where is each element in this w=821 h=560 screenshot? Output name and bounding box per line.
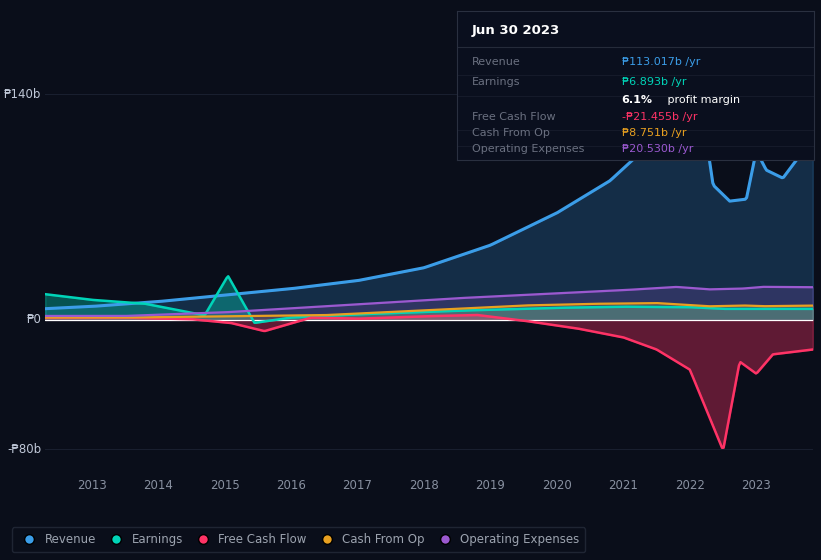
Text: profit margin: profit margin bbox=[664, 95, 741, 105]
Legend: Revenue, Earnings, Free Cash Flow, Cash From Op, Operating Expenses: Revenue, Earnings, Free Cash Flow, Cash … bbox=[11, 527, 585, 552]
Text: ₱20.530b /yr: ₱20.530b /yr bbox=[621, 144, 693, 154]
Text: Earnings: Earnings bbox=[471, 77, 520, 87]
Text: Jun 30 2023: Jun 30 2023 bbox=[471, 24, 560, 37]
Text: -₱21.455b /yr: -₱21.455b /yr bbox=[621, 111, 697, 122]
Text: ₱0: ₱0 bbox=[26, 314, 41, 326]
Text: Revenue: Revenue bbox=[471, 57, 521, 67]
Text: Operating Expenses: Operating Expenses bbox=[471, 144, 584, 154]
Text: ₱140b: ₱140b bbox=[4, 88, 41, 101]
Text: Free Cash Flow: Free Cash Flow bbox=[471, 111, 555, 122]
Text: Cash From Op: Cash From Op bbox=[471, 128, 549, 138]
Text: 6.1%: 6.1% bbox=[621, 95, 653, 105]
Text: ₱113.017b /yr: ₱113.017b /yr bbox=[621, 57, 700, 67]
Text: ₱8.751b /yr: ₱8.751b /yr bbox=[621, 128, 686, 138]
Text: ₱6.893b /yr: ₱6.893b /yr bbox=[621, 77, 686, 87]
Text: -₱80b: -₱80b bbox=[7, 442, 41, 455]
